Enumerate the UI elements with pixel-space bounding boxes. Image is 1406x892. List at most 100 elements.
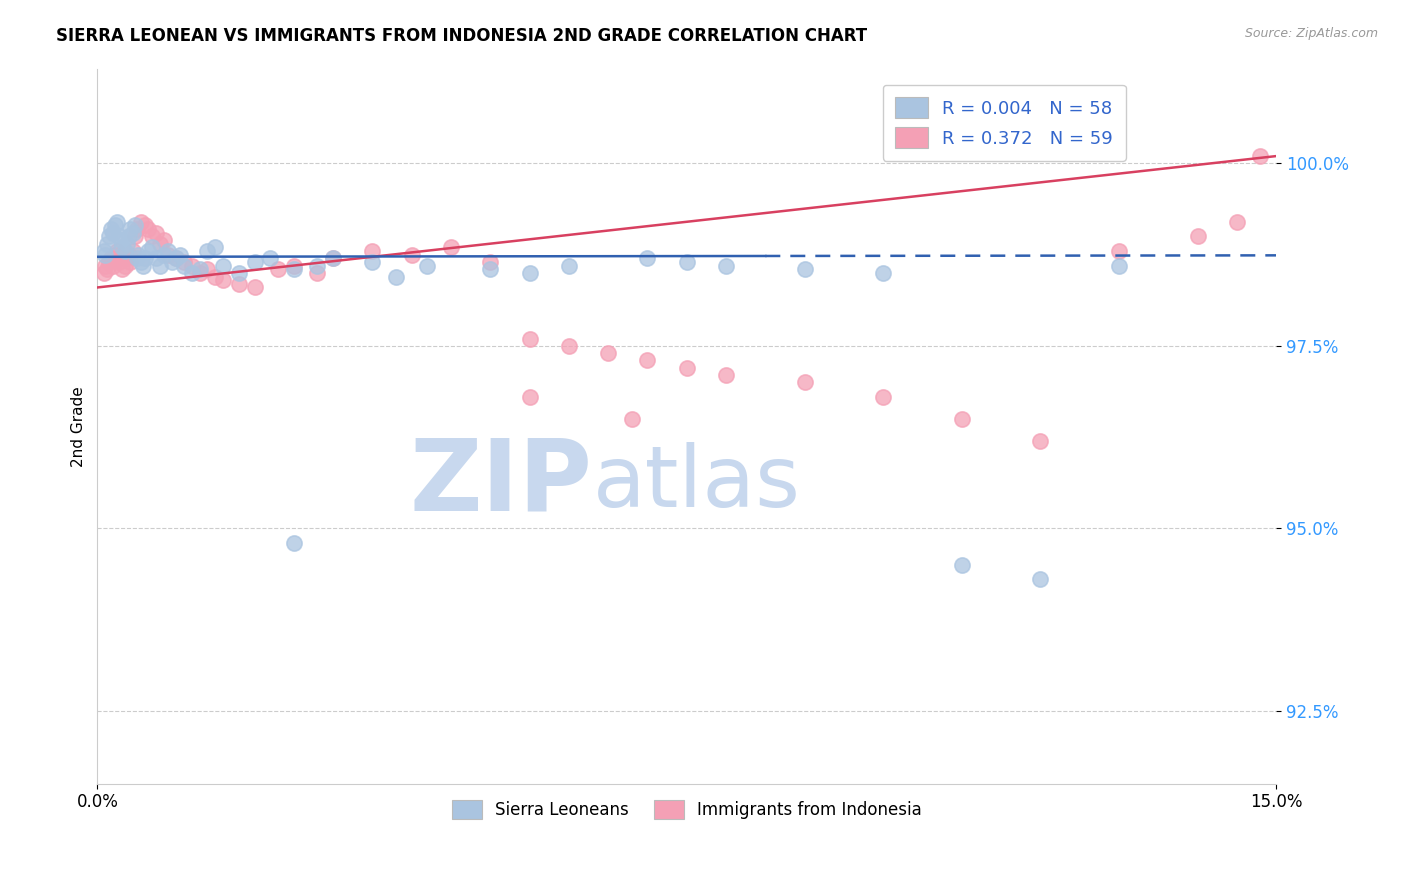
Point bbox=[793, 376, 815, 390]
Point bbox=[115, 252, 138, 266]
Point bbox=[104, 247, 127, 261]
Point bbox=[153, 247, 176, 261]
Point bbox=[195, 262, 218, 277]
Point bbox=[212, 273, 235, 287]
Point bbox=[385, 269, 408, 284]
Point bbox=[416, 259, 439, 273]
Point bbox=[141, 229, 163, 244]
Point bbox=[307, 259, 329, 273]
Point bbox=[283, 259, 305, 273]
Point bbox=[120, 255, 142, 269]
Point bbox=[1249, 149, 1271, 163]
Point bbox=[519, 390, 541, 404]
Text: ZIP: ZIP bbox=[409, 434, 592, 532]
Point bbox=[134, 219, 156, 233]
Point bbox=[1108, 259, 1130, 273]
Point bbox=[145, 252, 167, 266]
Point bbox=[714, 259, 737, 273]
Point bbox=[204, 240, 226, 254]
Point bbox=[1226, 215, 1249, 229]
Point bbox=[93, 266, 115, 280]
Y-axis label: 2nd Grade: 2nd Grade bbox=[72, 385, 86, 467]
Point bbox=[132, 259, 155, 273]
Point bbox=[283, 536, 305, 550]
Point bbox=[283, 262, 305, 277]
Point bbox=[243, 255, 266, 269]
Point bbox=[108, 255, 131, 269]
Point bbox=[169, 247, 191, 261]
Point bbox=[149, 236, 172, 251]
Point bbox=[118, 229, 141, 244]
Point bbox=[558, 259, 581, 273]
Point bbox=[153, 233, 176, 247]
Point bbox=[1029, 573, 1052, 587]
Point bbox=[138, 222, 160, 236]
Point bbox=[105, 215, 128, 229]
Point bbox=[519, 332, 541, 346]
Point bbox=[872, 390, 894, 404]
Point bbox=[558, 339, 581, 353]
Point bbox=[125, 222, 148, 236]
Point bbox=[188, 262, 211, 277]
Point bbox=[195, 244, 218, 258]
Point bbox=[322, 252, 344, 266]
Point bbox=[121, 226, 143, 240]
Point bbox=[120, 222, 142, 236]
Point bbox=[94, 259, 117, 273]
Point bbox=[100, 252, 122, 266]
Point bbox=[675, 255, 697, 269]
Point bbox=[129, 255, 152, 269]
Text: atlas: atlas bbox=[592, 442, 800, 524]
Point bbox=[138, 244, 160, 258]
Point bbox=[111, 240, 134, 254]
Point bbox=[950, 558, 973, 572]
Point bbox=[598, 346, 620, 360]
Point bbox=[401, 247, 423, 261]
Point bbox=[180, 266, 202, 280]
Point bbox=[94, 247, 117, 261]
Point bbox=[212, 259, 235, 273]
Point bbox=[228, 277, 250, 291]
Point bbox=[361, 244, 384, 258]
Point bbox=[110, 233, 132, 247]
Point bbox=[519, 266, 541, 280]
Point bbox=[322, 252, 344, 266]
Point bbox=[121, 244, 143, 258]
Point bbox=[98, 229, 121, 244]
Point bbox=[127, 247, 149, 261]
Point bbox=[188, 266, 211, 280]
Point bbox=[149, 259, 172, 273]
Point bbox=[675, 360, 697, 375]
Point bbox=[228, 266, 250, 280]
Point bbox=[134, 252, 156, 266]
Point bbox=[96, 262, 118, 277]
Point bbox=[145, 226, 167, 240]
Point bbox=[100, 222, 122, 236]
Point bbox=[1187, 229, 1209, 244]
Point bbox=[180, 259, 202, 273]
Point bbox=[118, 247, 141, 261]
Point bbox=[160, 255, 183, 269]
Point bbox=[714, 368, 737, 382]
Point bbox=[111, 262, 134, 277]
Point bbox=[620, 412, 643, 426]
Point bbox=[950, 412, 973, 426]
Point bbox=[165, 252, 187, 266]
Point bbox=[96, 236, 118, 251]
Point bbox=[204, 269, 226, 284]
Point bbox=[479, 262, 502, 277]
Point bbox=[114, 259, 136, 273]
Legend: Sierra Leoneans, Immigrants from Indonesia: Sierra Leoneans, Immigrants from Indones… bbox=[444, 793, 928, 825]
Text: Source: ZipAtlas.com: Source: ZipAtlas.com bbox=[1244, 27, 1378, 40]
Point bbox=[793, 262, 815, 277]
Point bbox=[1029, 434, 1052, 448]
Point bbox=[361, 255, 384, 269]
Point bbox=[93, 244, 115, 258]
Point bbox=[636, 353, 658, 368]
Point bbox=[141, 240, 163, 254]
Point bbox=[124, 229, 146, 244]
Point bbox=[114, 244, 136, 258]
Point bbox=[173, 255, 195, 269]
Point bbox=[243, 280, 266, 294]
Point bbox=[267, 262, 290, 277]
